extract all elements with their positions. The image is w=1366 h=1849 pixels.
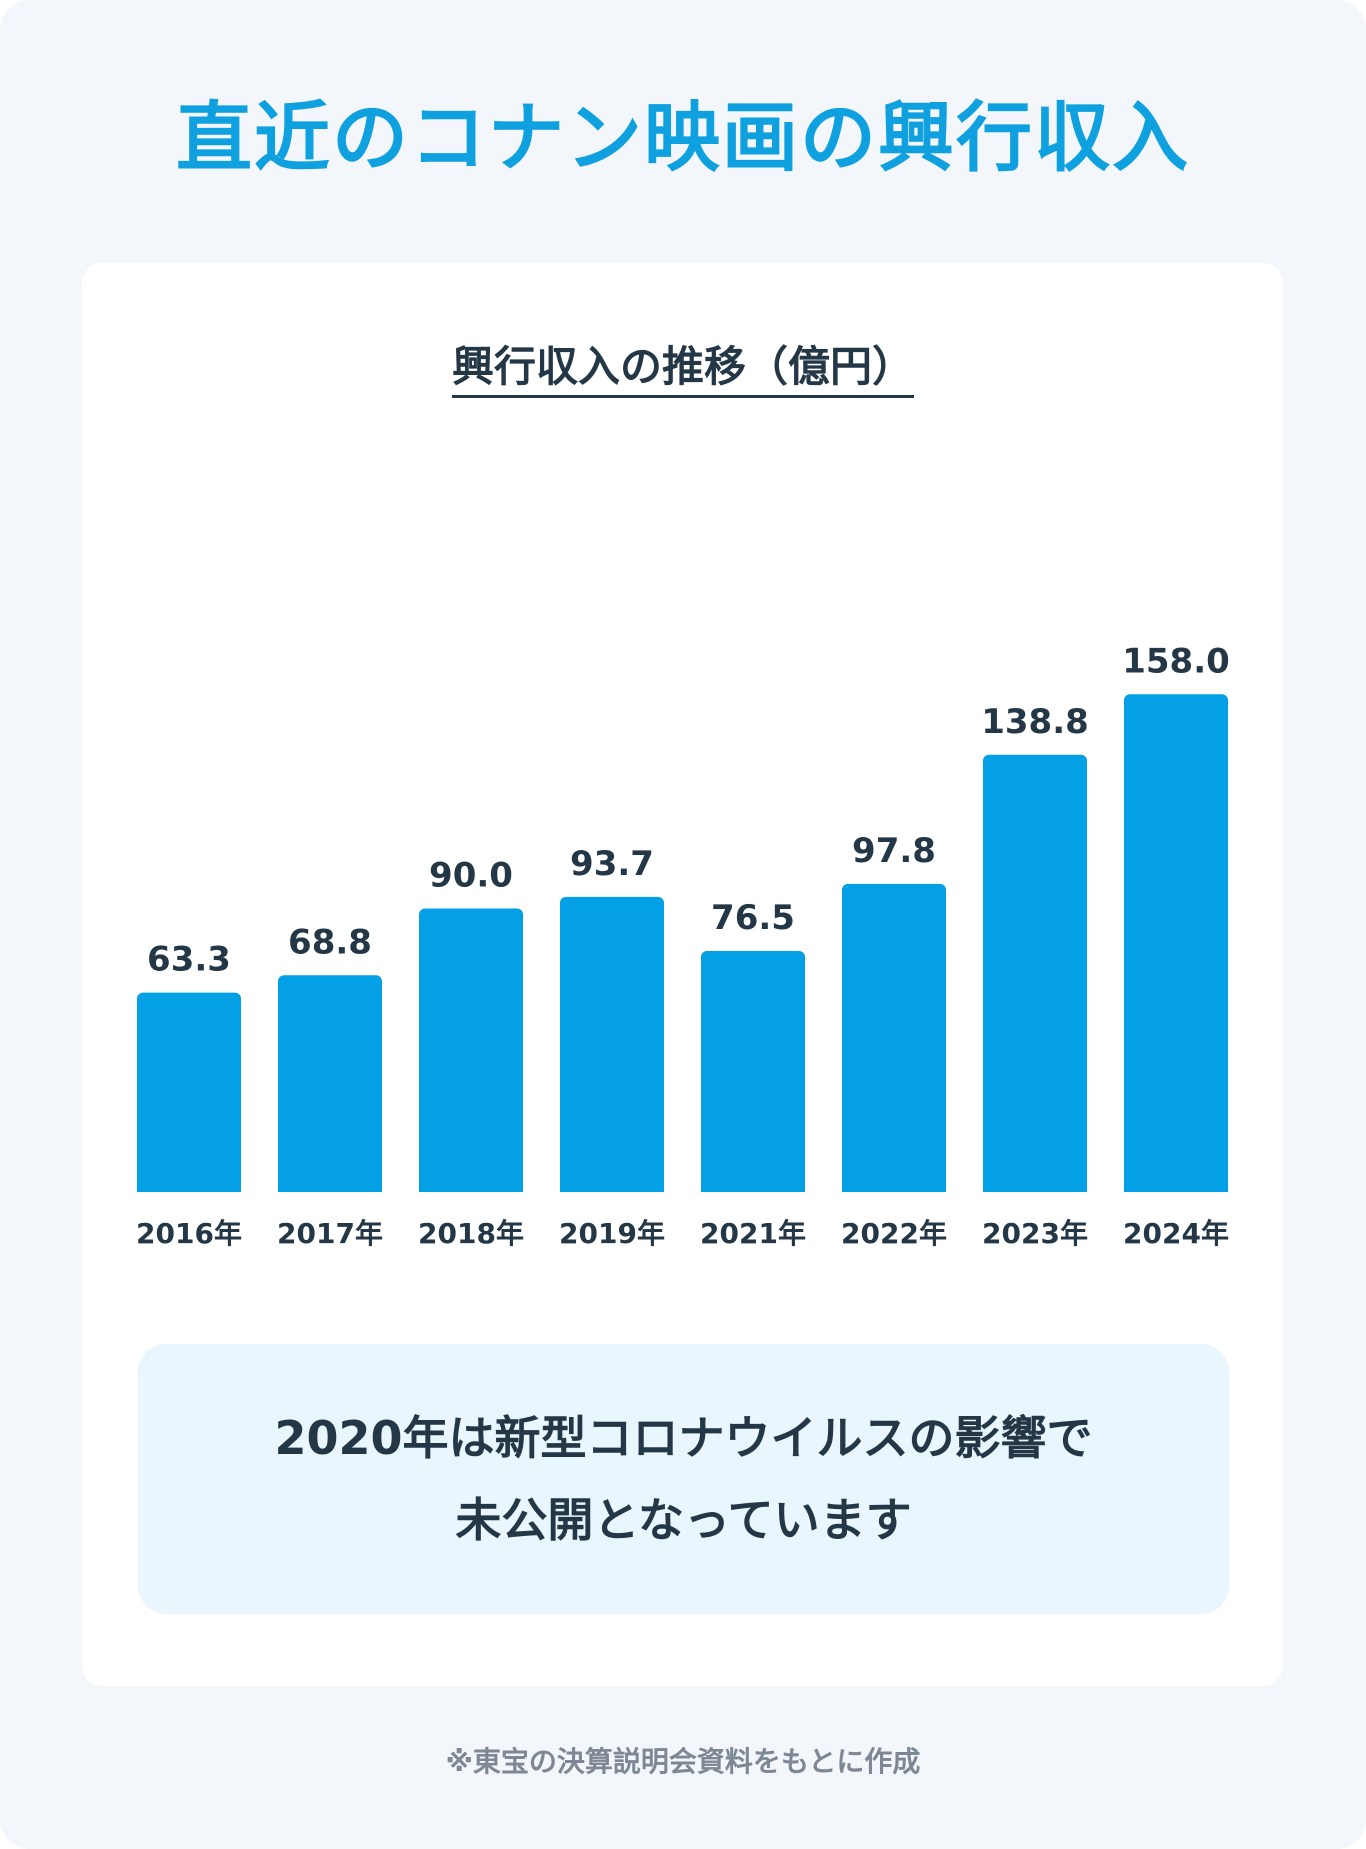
category-label: 2016年 [136,1217,242,1250]
value-label: 138.8 [981,702,1089,742]
category-label: 2019年 [559,1217,665,1250]
bar-2017年 [278,975,382,1192]
bar-base-2018年 [419,1186,523,1192]
category-label: 2021年 [700,1217,806,1250]
note-box: 2020年は新型コロナウイルスの影響で 未公開となっています [138,1344,1229,1614]
bar-2018年 [419,908,523,1192]
bar-base-2023年 [983,1186,1087,1192]
note-line-1: 2020年は新型コロナウイルスの影響で [274,1411,1093,1465]
category-label: 2024年 [1123,1217,1229,1250]
bar-base-2016年 [137,1186,241,1192]
value-label: 68.8 [288,922,372,962]
bar-base-2019年 [560,1186,664,1192]
value-label: 93.7 [570,844,654,884]
page-title: 直近のコナン映画の興行収入 [176,93,1190,182]
bar-2019年 [560,896,664,1192]
bar-2024年 [1124,694,1228,1192]
bar-base-2022年 [842,1186,946,1192]
source-note: ※東宝の決算説明会資料をもとに作成 [445,1745,921,1778]
value-label: 63.3 [147,940,231,980]
note-line-2: 未公開となっています [455,1493,912,1547]
category-label: 2022年 [841,1217,947,1250]
bar-2021年 [701,951,805,1192]
category-label: 2018年 [418,1217,524,1250]
chart-title: 興行収入の推移（億円） [0,337,1366,398]
value-label: 158.0 [1122,641,1230,681]
bar-base-2017年 [278,1186,382,1192]
bar-2023年 [983,754,1087,1192]
bar-base-2021年 [701,1186,805,1192]
category-label: 2017年 [277,1217,383,1250]
bar-2022年 [842,883,946,1192]
value-label: 97.8 [852,831,936,871]
value-label: 90.0 [429,856,513,896]
value-label: 76.5 [711,898,795,938]
category-label: 2023年 [982,1217,1088,1250]
bar-2016年 [137,992,241,1192]
bar-base-2024年 [1124,1186,1228,1192]
chart-title-text: 興行収入の推移（億円） [451,342,914,398]
